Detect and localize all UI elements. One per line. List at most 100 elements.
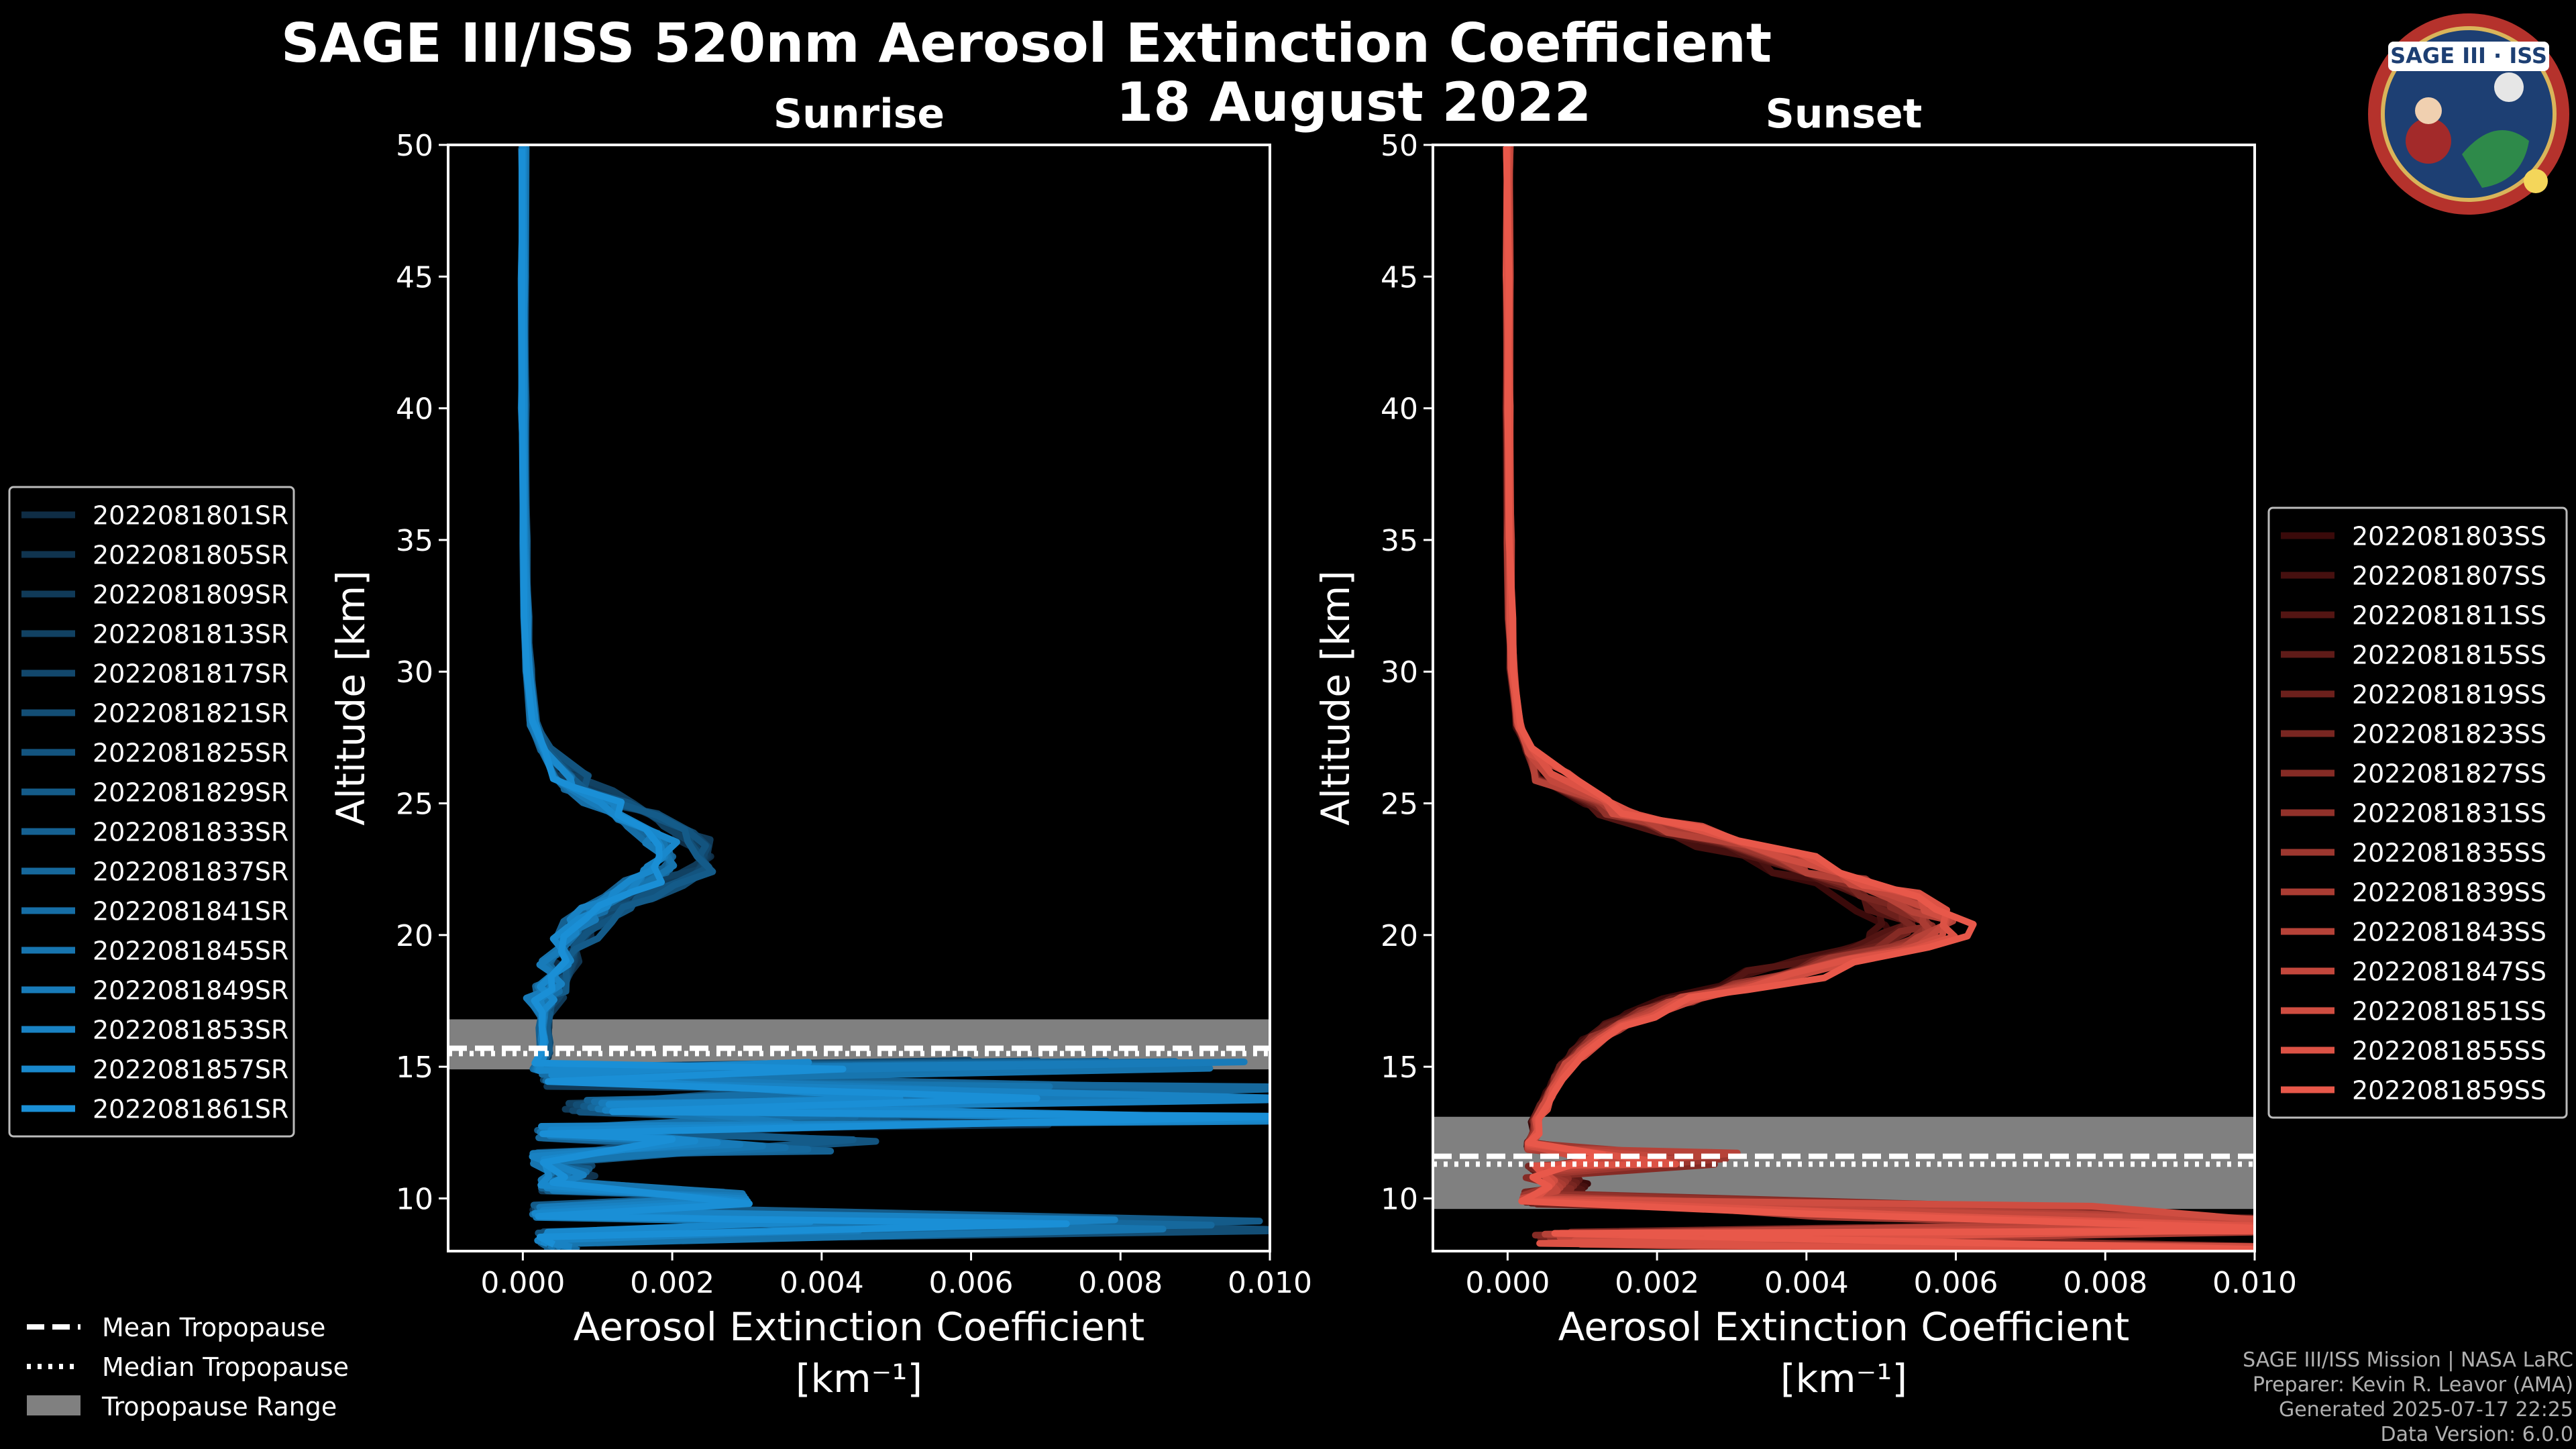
legend-label-2022081817SR: 2022081817SR — [93, 659, 288, 689]
legend-label-2022081805SR: 2022081805SR — [93, 541, 288, 570]
x-tick-label: 0.000 — [480, 1266, 565, 1300]
legend-label-2022081803SS: 2022081803SS — [2352, 522, 2546, 551]
y-tick-label: 30 — [1381, 655, 1418, 690]
sunset-panel: 0.000 0.002 0.004 0.006 0.008 0.010 10 15 20 25 30… — [1313, 91, 2568, 1401]
figure-title: SAGE III/ISS 520nm Aerosol Extinction Co… — [281, 12, 1772, 74]
y-tick-label: 45 — [1381, 260, 1418, 294]
legend-label-2022081823SS: 2022081823SS — [2352, 720, 2546, 749]
legend-label-2022081831SS: 2022081831SS — [2352, 799, 2546, 828]
x-axis-unit: [km⁻¹] — [1780, 1356, 1907, 1401]
legend-label-2022081861SR: 2022081861SR — [93, 1095, 288, 1124]
x-tick-label: 0.004 — [780, 1266, 864, 1300]
legend-label-2022081813SR: 2022081813SR — [93, 620, 288, 649]
footer-line-4: Data Version: 6.0.0 — [2381, 1423, 2573, 1446]
series-legend: 2022081801SR 2022081805SR 2022081809SR 2022… — [8, 486, 295, 1138]
x-axis-unit: [km⁻¹] — [796, 1356, 922, 1401]
legend-label-2022081837SR: 2022081837SR — [93, 857, 288, 887]
profile-line-2022081803SS — [1502, 145, 2255, 1251]
median-tropopause-label: Median Tropopause — [102, 1352, 349, 1382]
y-tick-label: 35 — [1381, 524, 1418, 558]
figure-date: 18 August 2022 — [1116, 71, 1592, 133]
legend-label-2022081835SS: 2022081835SS — [2352, 839, 2546, 868]
tropopause-range-label: Tropopause Range — [101, 1392, 337, 1421]
axes-frame — [1432, 144, 2256, 1252]
y-tick-label: 10 — [396, 1182, 433, 1216]
legend-box — [2267, 506, 2568, 1119]
legend-label-2022081841SR: 2022081841SR — [93, 897, 288, 926]
y-tick-label: 25 — [1381, 788, 1418, 822]
legend-label-2022081847SS: 2022081847SS — [2352, 957, 2546, 987]
profile-line-2022081847SS — [1505, 148, 2255, 1250]
legend-label-2022081819SS: 2022081819SS — [2352, 680, 2546, 710]
y-tick-label: 15 — [1381, 1051, 1418, 1085]
legend-label-2022081833SR: 2022081833SR — [93, 818, 288, 847]
x-tick-label: 0.010 — [2212, 1266, 2297, 1300]
y-axis-label: Altitude [km] — [328, 570, 374, 825]
y-tick-label: 20 — [1381, 919, 1418, 953]
legend-label-2022081825SR: 2022081825SR — [93, 739, 288, 768]
footer-credits: SAGE III/ISS Mission | NASA LaRC Prepare… — [2243, 1348, 2573, 1446]
legend-label-2022081821SR: 2022081821SR — [93, 699, 288, 729]
legend-label-2022081845SR: 2022081845SR — [93, 936, 288, 966]
panel-title: Sunset — [1766, 91, 1923, 138]
profile-lines — [1502, 145, 2255, 1251]
mean-tropopause-label: Mean Tropopause — [102, 1313, 325, 1342]
panel-title: Sunrise — [773, 91, 945, 138]
profile-line-2022081861SR — [519, 148, 1270, 1248]
x-tick-label: 0.008 — [2063, 1266, 2147, 1300]
profile-line-2022081839SS — [1503, 147, 2255, 1251]
x-tick-label: 0.002 — [630, 1266, 714, 1300]
y-tick-label: 15 — [396, 1051, 433, 1085]
legend-label-2022081849SR: 2022081849SR — [93, 976, 288, 1006]
profile-line-2022081827SS — [1503, 145, 2255, 1251]
x-tick-label: 0.002 — [1615, 1266, 1699, 1300]
profile-line-2022081823SS — [1504, 145, 2255, 1250]
x-axis-label: Aerosol Extinction Coefficient — [574, 1304, 1145, 1350]
y-tick-label: 50 — [396, 129, 433, 163]
legend-label-2022081829SR: 2022081829SR — [93, 778, 288, 808]
axes-frame — [447, 144, 1271, 1252]
x-tick-label: 0.010 — [1228, 1266, 1312, 1300]
y-tick-label: 10 — [1381, 1182, 1418, 1216]
y-tick-label: 45 — [396, 260, 433, 294]
sunrise-panel: 0.000 0.002 0.004 0.006 0.008 0.010 10 15 20 25 30… — [8, 91, 1312, 1401]
legend-label-2022081807SS: 2022081807SS — [2352, 561, 2546, 591]
footer-line-3: Generated 2025-07-17 22:25 — [2279, 1398, 2573, 1421]
x-tick-label: 0.006 — [1914, 1266, 1998, 1300]
legend-label-2022081859SS: 2022081859SS — [2352, 1076, 2546, 1106]
footer-line-2: Preparer: Kevin R. Leavor (AMA) — [2253, 1373, 2573, 1397]
profile-line-2022081815SS — [1503, 145, 2255, 1251]
legend-label-2022081809SR: 2022081809SR — [93, 580, 288, 610]
series-legend: 2022081803SS 2022081807SS 2022081811SS 2022… — [2267, 506, 2568, 1119]
tropopause-legend: Mean Tropopause Median Tropopause Tropop… — [27, 1313, 349, 1421]
x-axis-label: Aerosol Extinction Coefficient — [1558, 1304, 2130, 1350]
legend-label-2022081811SS: 2022081811SS — [2352, 601, 2546, 631]
legend-label-2022081839SS: 2022081839SS — [2352, 878, 2546, 908]
legend-label-2022081853SR: 2022081853SR — [93, 1016, 288, 1045]
y-axis-label: Altitude [km] — [1313, 570, 1358, 825]
y-tick-label: 25 — [396, 788, 433, 822]
legend-label-2022081851SS: 2022081851SS — [2352, 997, 2546, 1026]
y-tick-label: 40 — [396, 392, 433, 427]
legend-label-2022081857SR: 2022081857SR — [93, 1055, 288, 1085]
logo-text: SAGE III · ISS — [2390, 43, 2547, 68]
legend-label-2022081801SR: 2022081801SR — [93, 501, 288, 531]
profile-line-2022081855SS — [1503, 145, 2255, 1251]
y-tick-label: 35 — [396, 524, 433, 558]
y-tick-label: 30 — [396, 655, 433, 690]
x-tick-label: 0.006 — [929, 1266, 1014, 1300]
x-tick-label: 0.000 — [1465, 1266, 1550, 1300]
y-tick-label: 40 — [1381, 392, 1418, 427]
profile-line-2022081811SS — [1503, 146, 2255, 1251]
legend-label-2022081843SS: 2022081843SS — [2352, 918, 2546, 947]
legend-label-2022081855SS: 2022081855SS — [2352, 1036, 2546, 1066]
x-tick-label: 0.008 — [1078, 1266, 1163, 1300]
profile-lines — [517, 145, 1270, 1251]
legend-label-2022081827SS: 2022081827SS — [2352, 759, 2546, 789]
legend-box — [8, 486, 295, 1138]
profile-line-2022081859SS — [1503, 146, 2255, 1251]
y-tick-label: 50 — [1381, 129, 1418, 163]
legend-label-2022081815SS: 2022081815SS — [2352, 641, 2546, 670]
footer-line-1: SAGE III/ISS Mission | NASA LaRC — [2243, 1348, 2573, 1372]
